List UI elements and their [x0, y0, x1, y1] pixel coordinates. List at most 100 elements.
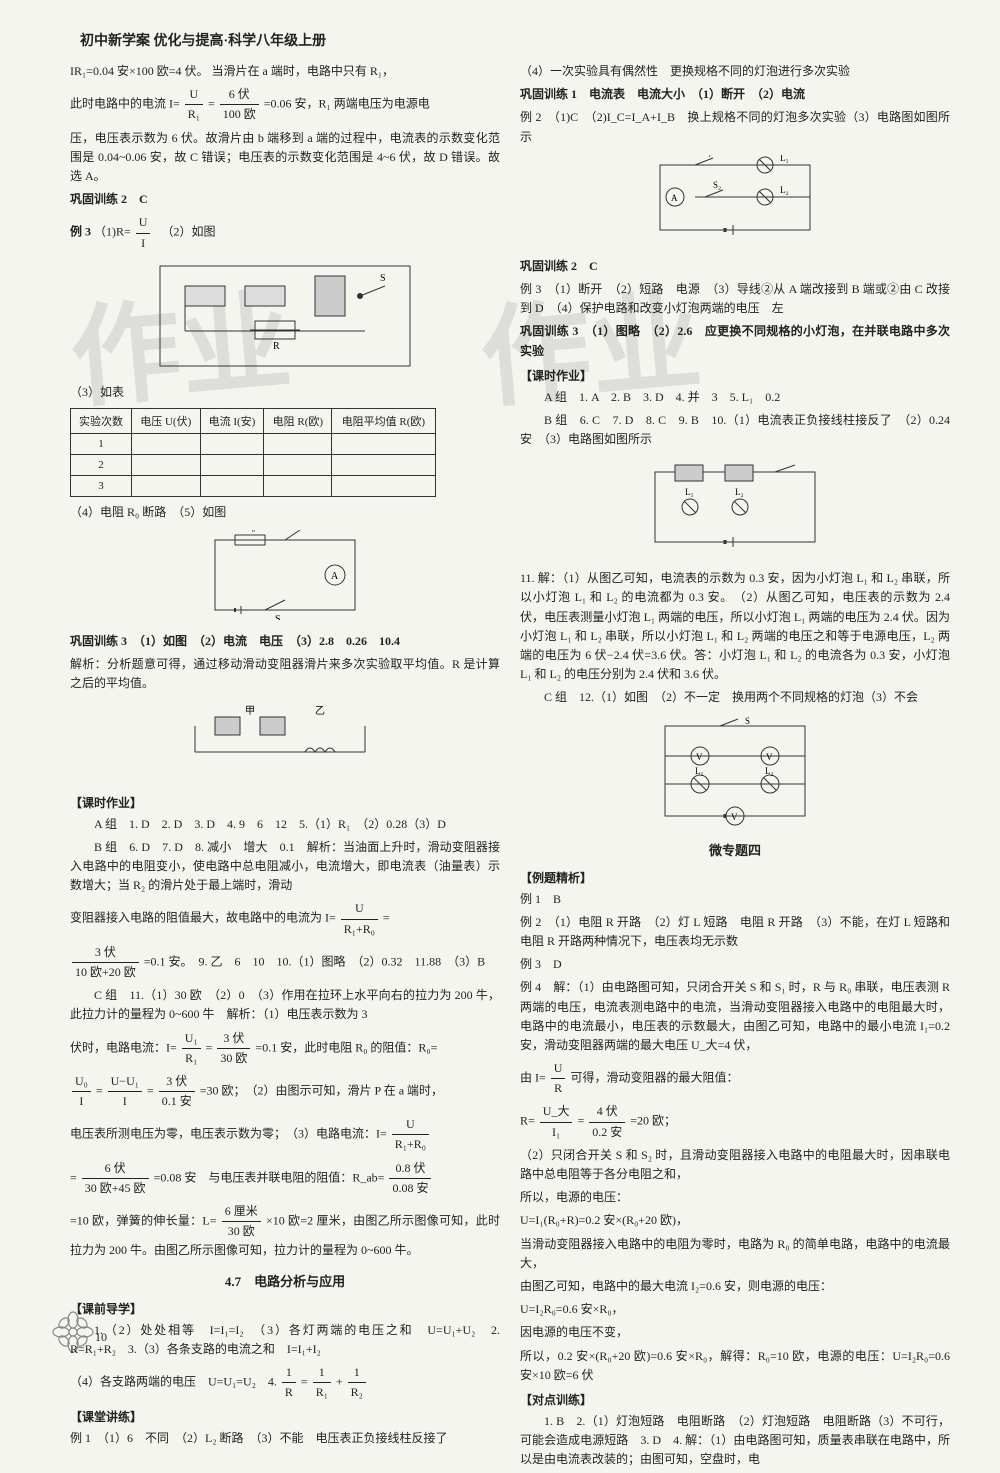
fraction: U_大I₁ — [540, 1102, 573, 1141]
text: 变阻器接入电路的阻值最大，故电路中的电流为 I= — [70, 911, 336, 925]
fraction: UI — [136, 213, 151, 252]
fraction: UR — [551, 1059, 566, 1098]
text-line: 解析：分析题意可得，通过移动滑动变阻器滑片来多次实验取平均值。R 是计算之后的平… — [70, 655, 500, 693]
table-header: 电压 U(伏) — [131, 408, 200, 433]
svg-text:V: V — [731, 812, 738, 822]
text: = — [208, 97, 215, 111]
text-line: 伏时，电路电流：I= U₁R₁ = 3 伏30 欧 =0.1 安，此时电阻 R₀… — [70, 1029, 500, 1068]
svg-text:P: P — [293, 530, 299, 531]
text-line: B 组 6. D 7. D 8. 减小 增大 0.1 解析：当油面上升时，滑动变… — [70, 838, 500, 896]
text: = — [70, 1170, 77, 1184]
fraction: U₁R₁ — [182, 1029, 201, 1068]
svg-text:A: A — [331, 571, 339, 582]
text-line: U₀I = U−U₁I = 3 伏0.1 安 =30 欧； （2）由图示可知，滑… — [70, 1072, 500, 1111]
text-line: 压，电压表示数为 6 伏。故滑片由 b 端移到 a 端的过程中，电流表的示数变化… — [70, 129, 500, 187]
svg-text:R: R — [273, 341, 280, 352]
table-header: 实验次数 — [71, 408, 132, 433]
svg-text:L₂: L₂ — [780, 185, 789, 195]
section-heading: 【例题精析】 — [520, 869, 950, 886]
text: 可得，滑动变阻器的最大阻值： — [570, 1071, 738, 1085]
fraction: UR₁+R₀ — [341, 899, 378, 938]
text: 电压表所测电压为零，电压表示数为零； （3）电路电流：I= — [70, 1127, 387, 1141]
text: 此时电路中的电流 I= — [70, 97, 180, 111]
text-line: =10 欧，弹簧的伸长量：L= 6 厘米30 欧 ×10 欧=2 厘米，由图乙所… — [70, 1202, 500, 1261]
svg-text:L₂: L₂ — [735, 487, 744, 497]
text-line: A 组 1. A 2. B 3. D 4. 并 3 5. L₁ 0.2 — [520, 388, 950, 407]
text-line: 由 I= UR 可得，滑动变阻器的最大阻值： — [520, 1059, 950, 1098]
text-line: 例 3 （1)R= UI （2）如图 — [70, 213, 500, 252]
text-line: （3）如表 — [70, 383, 500, 402]
circuit-figure-r2: L₁ L₂ — [520, 457, 950, 561]
text: = — [96, 1083, 103, 1097]
svg-text:S: S — [275, 614, 281, 620]
exercise-label: 巩固训练 1 电流表 电流大小 （1）断开 （2）电流 — [520, 85, 950, 104]
text-line: 例 2 （1）电阻 R 开路 （2）灯 L 短路 电阻 R 开路 （3）不能，在… — [520, 913, 950, 951]
text-line: 由图乙可知，电路中的最大电流 I₂=0.6 安，则电源的电压： — [520, 1277, 950, 1296]
fraction: 3 伏0.1 安 — [159, 1072, 195, 1111]
text-line: 例 3 （1）断开 （2）短路 电源 （3）导线②从 A 端改接到 B 端或②由… — [520, 280, 950, 318]
text-line: 因电源的电压不变， — [520, 1323, 950, 1342]
text: =0.1 安，此时电阻 R₀ 的阻值：R₀= — [255, 1040, 437, 1054]
text-line: 电压表所测电压为零，电压表示数为零； （3）电路电流：I= UR₁+R₀ — [70, 1115, 500, 1154]
left-column: IR₁=0.04 安×100 欧=4 伏。 当滑片在 a 端时，电路中只有 R₁… — [70, 62, 500, 1473]
circuit-figure-r3: S V V L₁ L₂ V — [520, 716, 950, 830]
svg-text:S: S — [745, 716, 750, 726]
text-line: 所以，电源的电压： — [520, 1188, 950, 1207]
fraction: 3 伏10 欧+20 欧 — [72, 943, 139, 982]
text-line: = 6 伏30 欧+45 欧 =0.08 安 与电压表并联电阻的阻值：R_ab=… — [70, 1159, 500, 1198]
svg-text:乙: 乙 — [315, 705, 325, 717]
table-cell — [332, 433, 435, 454]
text-line: R= U_大I₁ = 4 伏0.2 安 =20 欧； — [520, 1102, 950, 1141]
svg-text:V: V — [696, 752, 703, 762]
exercise-label: 巩固训练 2 C — [70, 190, 500, 209]
fraction: U−U₁I — [108, 1072, 142, 1111]
text: 由 I= — [520, 1071, 546, 1085]
exercise-label: 巩固训练 3 （1）图略 （2）2.6 应更换不同规格的小灯泡，在并联电路中多次… — [520, 322, 950, 360]
text: =0.1 安。 9. 乙 6 10 10.（1）图略 （2）0.32 11.88… — [144, 954, 485, 968]
svg-text:V: V — [766, 752, 773, 762]
text: R= — [520, 1114, 535, 1128]
svg-text:S: S — [380, 273, 386, 284]
table-row: 1 — [71, 433, 436, 454]
text-line: 1. B 2.（1）灯泡短路 电阻断路 （2）灯泡短路 电阻断路（3）不可行，可… — [520, 1412, 950, 1470]
section-heading: 【课堂讲练】 — [70, 1408, 500, 1425]
svg-text:L₁: L₁ — [685, 487, 694, 497]
text-line: 所以，0.2 安×(R₀+20 欧)=0.6 安×R₀，解得：R₀=10 欧，电… — [520, 1347, 950, 1385]
text: = — [301, 1374, 308, 1388]
table-cell — [264, 433, 332, 454]
table-header: 电阻 R(欧) — [264, 408, 332, 433]
section-title: 微专题四 — [520, 840, 950, 859]
table-cell — [131, 454, 200, 475]
text-line: IR₁=0.04 安×100 欧=4 伏。 当滑片在 a 端时，电路中只有 R₁… — [70, 62, 500, 81]
exercise-label: 巩固训练 2 C — [520, 257, 950, 276]
exercise-label: 巩固训练 3 （1）如图 （2）电流 电压 （3）2.8 0.26 10.4 — [70, 632, 500, 651]
fraction: 6 伏30 欧+45 欧 — [82, 1159, 149, 1198]
fraction: 6 伏100 欧 — [220, 85, 259, 124]
svg-text:L₁: L₁ — [695, 766, 704, 776]
circuit-figure-2: R₀ P A S — [70, 530, 500, 624]
text-line: 3 伏10 欧+20 欧 =0.1 安。 9. 乙 6 10 10.（1）图略 … — [70, 943, 500, 982]
circuit-figure-r1: A S₁ L₁ S₂ L₂ — [520, 155, 950, 249]
text-line: 11. 解：（1）从图乙可知，电流表的示数为 0.3 安，因为小灯泡 L₁ 和 … — [520, 569, 950, 684]
table-cell: 3 — [71, 475, 132, 496]
table-cell — [200, 454, 264, 475]
text-line: （4）一次实验具有偶然性 更换规格不同的灯泡进行多次实验 — [520, 62, 950, 81]
svg-text:S₁: S₁ — [703, 155, 711, 157]
fraction: U₀I — [72, 1072, 91, 1111]
table-cell: 1 — [71, 433, 132, 454]
circuit-figure-3: 甲 乙 — [70, 702, 500, 786]
fraction: UR₁ — [185, 85, 203, 124]
text: =30 欧； （2）由图示可知，滑片 P 在 a 端时， — [200, 1083, 443, 1097]
text: = — [577, 1114, 584, 1128]
text: 伏时，电路电流：I= — [70, 1040, 177, 1054]
text: + — [336, 1374, 343, 1388]
right-column: （4）一次实验具有偶然性 更换规格不同的灯泡进行多次实验 巩固训练 1 电流表 … — [520, 62, 950, 1473]
table-header: 电流 I(安) — [200, 408, 264, 433]
section-heading: 【课前导学】 — [70, 1300, 500, 1317]
text: （2）如图 — [155, 225, 215, 239]
text-line: 例 2 （1)C （2)I_C=I_A+I_B 换上规格不同的灯泡多次实验（3）… — [520, 108, 950, 146]
text-line: （2）只闭合开关 S 和 S₂ 时，且滑动变阻器接入电路中的电阻最大时，因串联电… — [520, 1146, 950, 1184]
svg-text:S₂: S₂ — [713, 180, 721, 190]
text: （4）各支路两端的电压 U=U₁=U₂ 4. — [70, 1374, 280, 1388]
data-table: 实验次数电压 U(伏)电流 I(安)电阻 R(欧)电阻平均值 R(欧) 123 — [70, 408, 436, 497]
